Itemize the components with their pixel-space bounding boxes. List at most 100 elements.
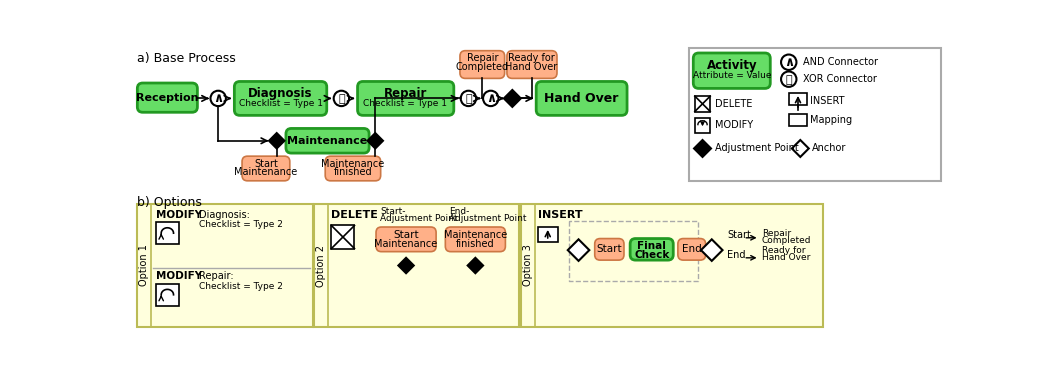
Text: Start: Start	[393, 230, 419, 240]
FancyBboxPatch shape	[630, 239, 673, 260]
Text: AND Connector: AND Connector	[802, 57, 877, 67]
Polygon shape	[367, 133, 383, 148]
Text: Adjustment Point: Adjustment Point	[715, 144, 798, 154]
Text: End: End	[682, 244, 701, 255]
Text: Start: Start	[254, 159, 278, 169]
FancyBboxPatch shape	[445, 227, 505, 252]
Bar	[689, 48, 941, 181]
Polygon shape	[792, 140, 809, 157]
Text: b) Options: b) Options	[137, 196, 202, 209]
Text: Checklist = Type 2: Checklist = Type 2	[199, 220, 283, 229]
Polygon shape	[694, 140, 711, 157]
Bar	[695, 96, 710, 112]
Polygon shape	[568, 239, 590, 261]
Text: MODIFY: MODIFY	[156, 210, 202, 220]
FancyBboxPatch shape	[376, 227, 436, 252]
Text: Completed: Completed	[761, 236, 811, 245]
Text: ✕: ✕	[786, 74, 792, 85]
Bar	[156, 284, 179, 306]
Text: Repair: Repair	[383, 86, 426, 99]
FancyBboxPatch shape	[235, 82, 326, 115]
Text: XOR Connector: XOR Connector	[802, 74, 876, 84]
Text: Maintenance: Maintenance	[321, 159, 384, 169]
Text: Checklist = Type 2: Checklist = Type 2	[199, 282, 283, 291]
Text: Hand Over: Hand Over	[505, 62, 558, 72]
FancyBboxPatch shape	[325, 156, 380, 181]
Bar	[315, 204, 519, 327]
Polygon shape	[269, 133, 284, 148]
Text: Ready for: Ready for	[761, 246, 806, 255]
Bar	[521, 204, 823, 327]
Text: finished: finished	[334, 167, 373, 177]
Text: INSERT: INSERT	[811, 96, 845, 106]
Text: Checklist = Type 1: Checklist = Type 1	[239, 99, 322, 108]
Text: Diagnosis:: Diagnosis:	[199, 210, 250, 220]
Text: Option 1: Option 1	[139, 244, 150, 286]
Text: Final: Final	[637, 241, 667, 251]
FancyBboxPatch shape	[242, 156, 290, 181]
Polygon shape	[468, 258, 483, 273]
Text: Start: Start	[728, 230, 751, 240]
Bar	[156, 222, 179, 244]
Bar	[789, 114, 808, 126]
Text: ✕: ✕	[465, 93, 472, 104]
Text: MODIFY: MODIFY	[156, 271, 202, 281]
Text: End: End	[728, 250, 746, 260]
Circle shape	[781, 55, 796, 70]
Text: a) Base Process: a) Base Process	[137, 52, 236, 65]
Circle shape	[461, 91, 476, 106]
Text: Option 2: Option 2	[316, 244, 326, 286]
Text: Completed: Completed	[456, 62, 509, 72]
Text: INSERT: INSERT	[538, 210, 582, 220]
Text: Checklist = Type 1: Checklist = Type 1	[363, 99, 448, 108]
FancyBboxPatch shape	[678, 239, 706, 260]
Polygon shape	[398, 258, 414, 273]
Circle shape	[334, 91, 350, 106]
Text: Check: Check	[634, 250, 670, 260]
Bar	[538, 227, 558, 242]
FancyBboxPatch shape	[536, 82, 627, 115]
Text: Option 3: Option 3	[522, 244, 533, 286]
Text: ∧: ∧	[783, 56, 794, 69]
Text: DELETE: DELETE	[715, 99, 752, 109]
FancyBboxPatch shape	[693, 53, 771, 88]
Text: Maintenance: Maintenance	[375, 239, 438, 249]
FancyBboxPatch shape	[137, 83, 197, 112]
Polygon shape	[701, 239, 722, 261]
Bar	[695, 118, 710, 133]
FancyBboxPatch shape	[460, 51, 504, 78]
Text: Repair:: Repair:	[199, 271, 234, 281]
Circle shape	[781, 72, 796, 87]
Text: Start-: Start-	[380, 207, 405, 216]
Text: Mapping: Mapping	[811, 115, 853, 125]
Text: Adjustment Point: Adjustment Point	[380, 214, 457, 223]
FancyBboxPatch shape	[358, 82, 454, 115]
Text: Attribute = Value: Attribute = Value	[693, 71, 771, 80]
Text: Maintenance: Maintenance	[443, 230, 506, 240]
Text: DELETE: DELETE	[332, 210, 378, 220]
Text: Anchor: Anchor	[812, 144, 847, 154]
Text: ✕: ✕	[338, 93, 344, 104]
Text: Diagnosis: Diagnosis	[249, 86, 313, 99]
Bar	[137, 204, 313, 327]
Text: Repair: Repair	[761, 229, 791, 238]
Text: MODIFY: MODIFY	[715, 120, 753, 130]
Text: finished: finished	[456, 239, 495, 249]
Text: Hand Over: Hand Over	[761, 253, 810, 262]
Text: Hand Over: Hand Over	[544, 92, 619, 105]
Text: End-: End-	[450, 207, 470, 216]
FancyBboxPatch shape	[506, 51, 557, 78]
Text: ∧: ∧	[213, 92, 223, 105]
FancyBboxPatch shape	[286, 128, 370, 153]
Text: Start: Start	[597, 244, 622, 255]
Circle shape	[483, 91, 498, 106]
Text: Activity: Activity	[707, 59, 757, 72]
Circle shape	[211, 91, 226, 106]
Bar	[332, 226, 355, 249]
Text: Maintenance: Maintenance	[287, 136, 367, 146]
Text: ∧: ∧	[485, 92, 496, 105]
Bar	[789, 93, 808, 105]
Polygon shape	[503, 90, 521, 107]
Text: Repair: Repair	[466, 53, 498, 63]
FancyBboxPatch shape	[595, 239, 624, 260]
